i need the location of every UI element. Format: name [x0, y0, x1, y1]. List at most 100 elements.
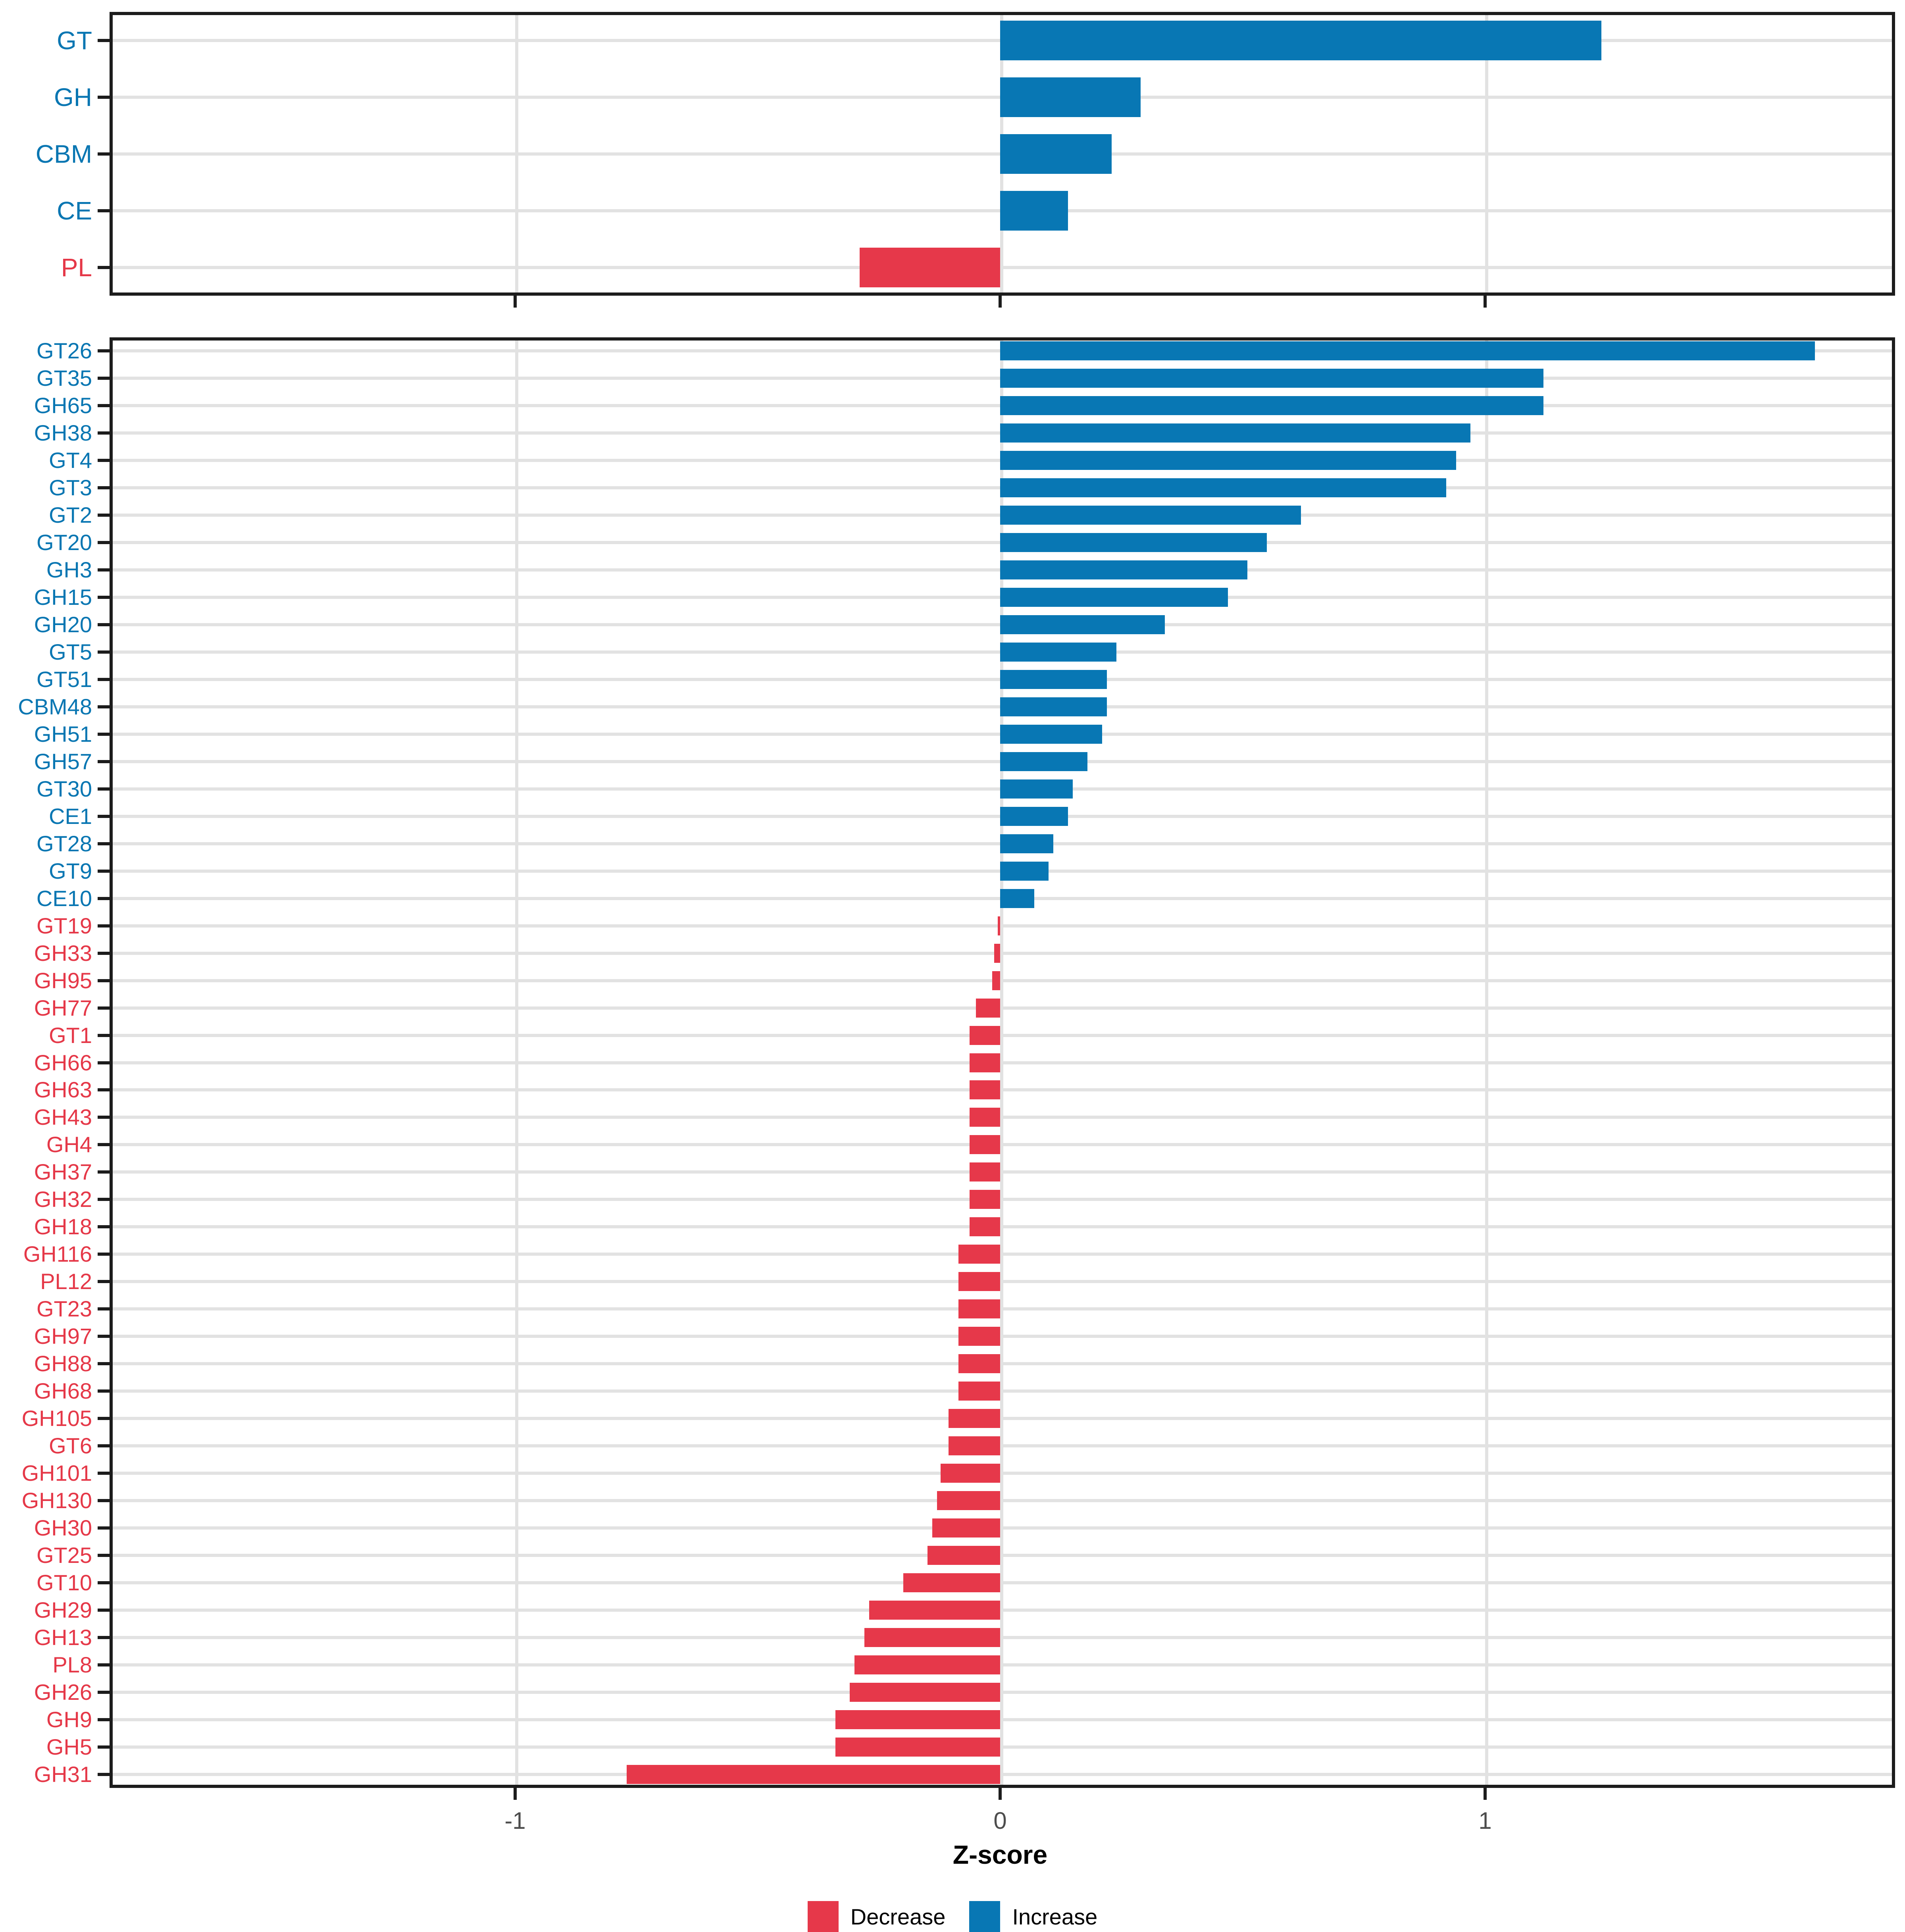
bar-GT20: [1000, 533, 1267, 552]
y-tick-label-GH97: GH97: [34, 1324, 92, 1349]
bar-PL: [860, 248, 1000, 287]
y-tick-label-GT23: GT23: [36, 1296, 92, 1321]
bar-GH130: [937, 1491, 1000, 1510]
y-tick-label-GT28: GT28: [36, 831, 92, 856]
bar-GT: [1000, 21, 1601, 60]
y-tick: [98, 1636, 110, 1639]
y-tick: [98, 152, 110, 156]
x-tick-label-0: 0: [993, 1807, 1007, 1834]
y-tick: [98, 514, 110, 517]
gridline-row: [113, 1116, 1892, 1119]
bar-GH13: [864, 1628, 1000, 1647]
bar-GT4: [1000, 451, 1456, 470]
gridline-row: [113, 1198, 1892, 1201]
gridline-row: [113, 924, 1892, 928]
y-tick-label-GH33: GH33: [34, 941, 92, 966]
bar-GH43: [970, 1108, 1000, 1127]
gridline-row: [113, 1718, 1892, 1721]
y-tick: [98, 96, 110, 99]
y-tick: [98, 1526, 110, 1530]
y-tick-label-GT9: GT9: [49, 858, 92, 883]
bar-GT6: [949, 1436, 1000, 1455]
panel-top: [110, 12, 1895, 296]
y-tick: [98, 705, 110, 708]
y-tick: [98, 39, 110, 42]
y-tick: [98, 870, 110, 873]
bar-GH95: [992, 971, 1000, 990]
gridline-row: [113, 1526, 1892, 1530]
gridline-row: [113, 1034, 1892, 1037]
y-tick-label-GH29: GH29: [34, 1597, 92, 1622]
y-tick-label-GT5: GT5: [49, 639, 92, 664]
y-tick-label-GH65: GH65: [34, 393, 92, 418]
gridline-row: [113, 1663, 1892, 1666]
bar-GT23: [958, 1299, 1000, 1318]
y-tick: [98, 541, 110, 544]
x-tick-label-1: 1: [1478, 1807, 1492, 1834]
y-tick: [98, 678, 110, 681]
y-tick-label-GT25: GT25: [36, 1543, 92, 1568]
bar-PL12: [958, 1272, 1000, 1291]
y-tick: [98, 1116, 110, 1119]
y-tick-label-PL8: PL8: [52, 1652, 92, 1677]
gridline-row: [113, 1006, 1892, 1010]
gridline-row: [113, 952, 1892, 955]
y-tick: [98, 1472, 110, 1475]
gridline-row: [113, 1472, 1892, 1475]
gridline-row: [113, 979, 1892, 982]
y-tick: [98, 1444, 110, 1447]
y-tick: [98, 1170, 110, 1174]
y-tick-label-CE: CE: [57, 196, 92, 225]
y-tick: [98, 459, 110, 462]
y-tick-label-GH26: GH26: [34, 1680, 92, 1705]
bar-GH30: [932, 1518, 1000, 1538]
legend-label-increase: Increase: [1012, 1904, 1098, 1929]
gridline-row: [113, 1636, 1892, 1639]
y-tick-label-GH37: GH37: [34, 1159, 92, 1184]
y-tick: [98, 979, 110, 982]
y-tick-label-GH68: GH68: [34, 1378, 92, 1403]
gridline-row: [113, 1280, 1892, 1283]
y-tick-label-GH32: GH32: [34, 1187, 92, 1212]
y-tick-label-GT26: GT26: [36, 338, 92, 363]
y-tick: [98, 1417, 110, 1420]
bar-GT25: [927, 1546, 1000, 1565]
y-tick: [98, 596, 110, 599]
y-tick-label-GH66: GH66: [34, 1050, 92, 1075]
y-tick-label-GH77: GH77: [34, 995, 92, 1020]
y-tick: [98, 897, 110, 900]
bar-CBM: [1000, 134, 1112, 174]
bar-GH3: [1000, 560, 1247, 579]
y-tick: [98, 486, 110, 489]
y-tick: [98, 1499, 110, 1502]
bar-GH: [1000, 77, 1141, 117]
y-tick-label-GT1: GT1: [49, 1023, 92, 1048]
y-tick-label-CBM: CBM: [35, 140, 92, 168]
y-tick-label-GH63: GH63: [34, 1077, 92, 1102]
bar-GH63: [970, 1080, 1000, 1099]
y-tick: [98, 349, 110, 352]
bar-GT10: [903, 1573, 1000, 1592]
bar-GH18: [970, 1217, 1000, 1236]
bar-GH20: [1000, 615, 1165, 634]
bar-GT2: [1000, 506, 1301, 525]
y-tick-label-CBM48: CBM48: [18, 694, 92, 719]
gridline-row: [113, 1389, 1892, 1393]
x-axis-title: Z-score: [952, 1840, 1048, 1869]
bar-GT51: [1000, 670, 1107, 689]
y-tick-label-GH5: GH5: [46, 1734, 92, 1759]
y-tick-label-PL: PL: [61, 253, 92, 282]
y-tick-label-GH15: GH15: [34, 585, 92, 610]
y-tick: [98, 1280, 110, 1283]
bar-GH4: [970, 1135, 1000, 1154]
y-tick: [98, 733, 110, 736]
gridline-row: [113, 1362, 1892, 1365]
x-tick: [999, 1788, 1002, 1800]
gridline-row: [113, 1088, 1892, 1091]
y-tick: [98, 1773, 110, 1776]
y-tick-label-GH9: GH9: [46, 1707, 92, 1732]
legend-item-decrease: Decrease: [807, 1901, 945, 1932]
gridline-row: [113, 1417, 1892, 1420]
y-tick-label-GT20: GT20: [36, 530, 92, 555]
y-tick: [98, 952, 110, 955]
